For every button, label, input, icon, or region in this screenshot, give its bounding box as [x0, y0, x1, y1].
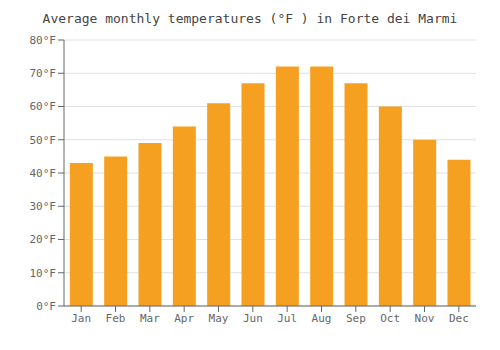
svg-text:Jul: Jul — [277, 312, 297, 325]
svg-text:Aug: Aug — [312, 312, 332, 325]
svg-text:Mar: Mar — [140, 312, 160, 325]
svg-text:0°F: 0°F — [36, 300, 56, 313]
svg-text:Jan: Jan — [71, 312, 91, 325]
svg-text:60°F: 60°F — [30, 100, 57, 113]
svg-text:Feb: Feb — [106, 312, 126, 325]
svg-text:80°F: 80°F — [30, 34, 57, 47]
svg-text:Dec: Dec — [449, 312, 469, 325]
svg-text:40°F: 40°F — [30, 167, 57, 180]
svg-text:Nov: Nov — [415, 312, 435, 325]
svg-text:Jun: Jun — [243, 312, 263, 325]
svg-text:Oct: Oct — [380, 312, 400, 325]
svg-text:Sep: Sep — [346, 312, 366, 325]
svg-text:Apr: Apr — [174, 312, 194, 325]
svg-text:10°F: 10°F — [30, 267, 57, 280]
svg-text:50°F: 50°F — [30, 134, 57, 147]
svg-text:30°F: 30°F — [30, 200, 57, 213]
svg-text:20°F: 20°F — [30, 233, 57, 246]
html-text:Average monthly temperatures (: Average monthly temperatures (°F ) in Fo… — [42, 11, 458, 26]
svg-text:70°F: 70°F — [30, 67, 57, 80]
svg-text:May: May — [209, 312, 229, 325]
